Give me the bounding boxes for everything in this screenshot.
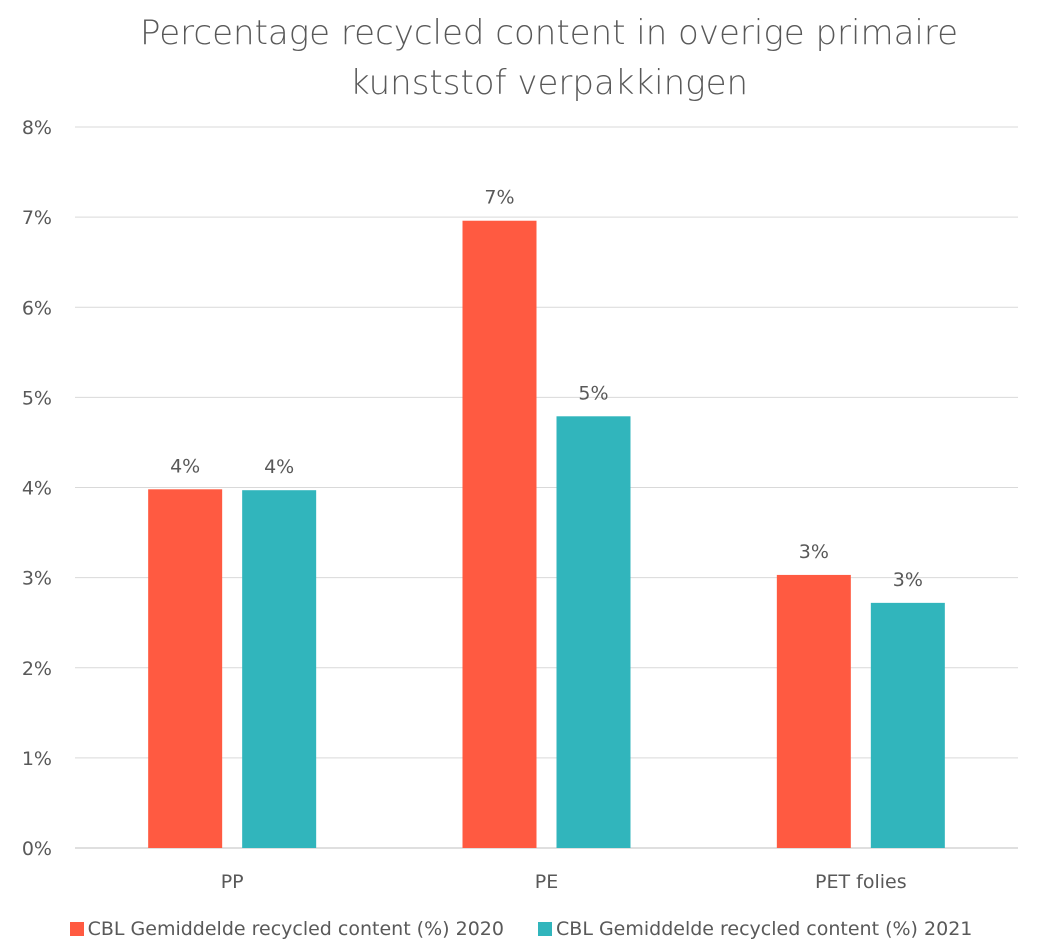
data-label: 3% [799,541,829,563]
legend-swatch-2020 [69,922,84,936]
chart-title-line1: Percentage recycled content in overige p… [139,13,959,53]
bar [242,490,317,848]
data-label: 5% [578,382,608,404]
legend-item-2020: CBL Gemiddelde recycled content (%) 2020 [69,918,504,940]
y-tick-label: 1% [22,748,52,770]
x-tick-label: PET folies [815,871,907,893]
y-tick-label: 6% [22,297,52,319]
chart-legend: CBL Gemiddelde recycled content (%) 2020… [0,918,1042,941]
x-tick-label: PE [535,871,558,893]
data-label: 3% [893,569,923,591]
y-tick-label: 2% [22,658,52,680]
legend-item-2021: CBL Gemiddelde recycled content (%) 2021 [538,918,972,940]
y-tick-label: 5% [22,387,52,409]
bar [870,602,945,848]
y-tick-label: 8% [22,117,52,139]
chart-title-line2: kunststof verpakkingen [349,63,749,103]
data-label: 7% [484,187,514,209]
legend-label-2021: CBL Gemiddelde recycled content (%) 2021 [556,918,973,940]
chart-title: Percentage recycled content in overige p… [0,8,1042,108]
y-tick-label: 7% [22,207,52,229]
bar [556,416,631,848]
data-label: 4% [170,455,200,477]
x-tick-label: PP [221,871,244,893]
bar [776,574,851,848]
data-label: 4% [264,456,294,478]
y-tick-label: 4% [22,478,52,500]
legend-label-2020: CBL Gemiddelde recycled content (%) 2020 [87,918,504,940]
y-tick-label: 0% [22,838,52,860]
bar-chart: 0% 1% 2% 3% 4% 5% 6% 7% 8% 4% 4% PP 7% 5% PE 3% 3% PET fo… [22,117,1018,893]
bar [462,220,537,849]
y-tick-label: 3% [22,568,52,590]
legend-swatch-2021 [538,922,553,936]
bar [148,489,223,848]
